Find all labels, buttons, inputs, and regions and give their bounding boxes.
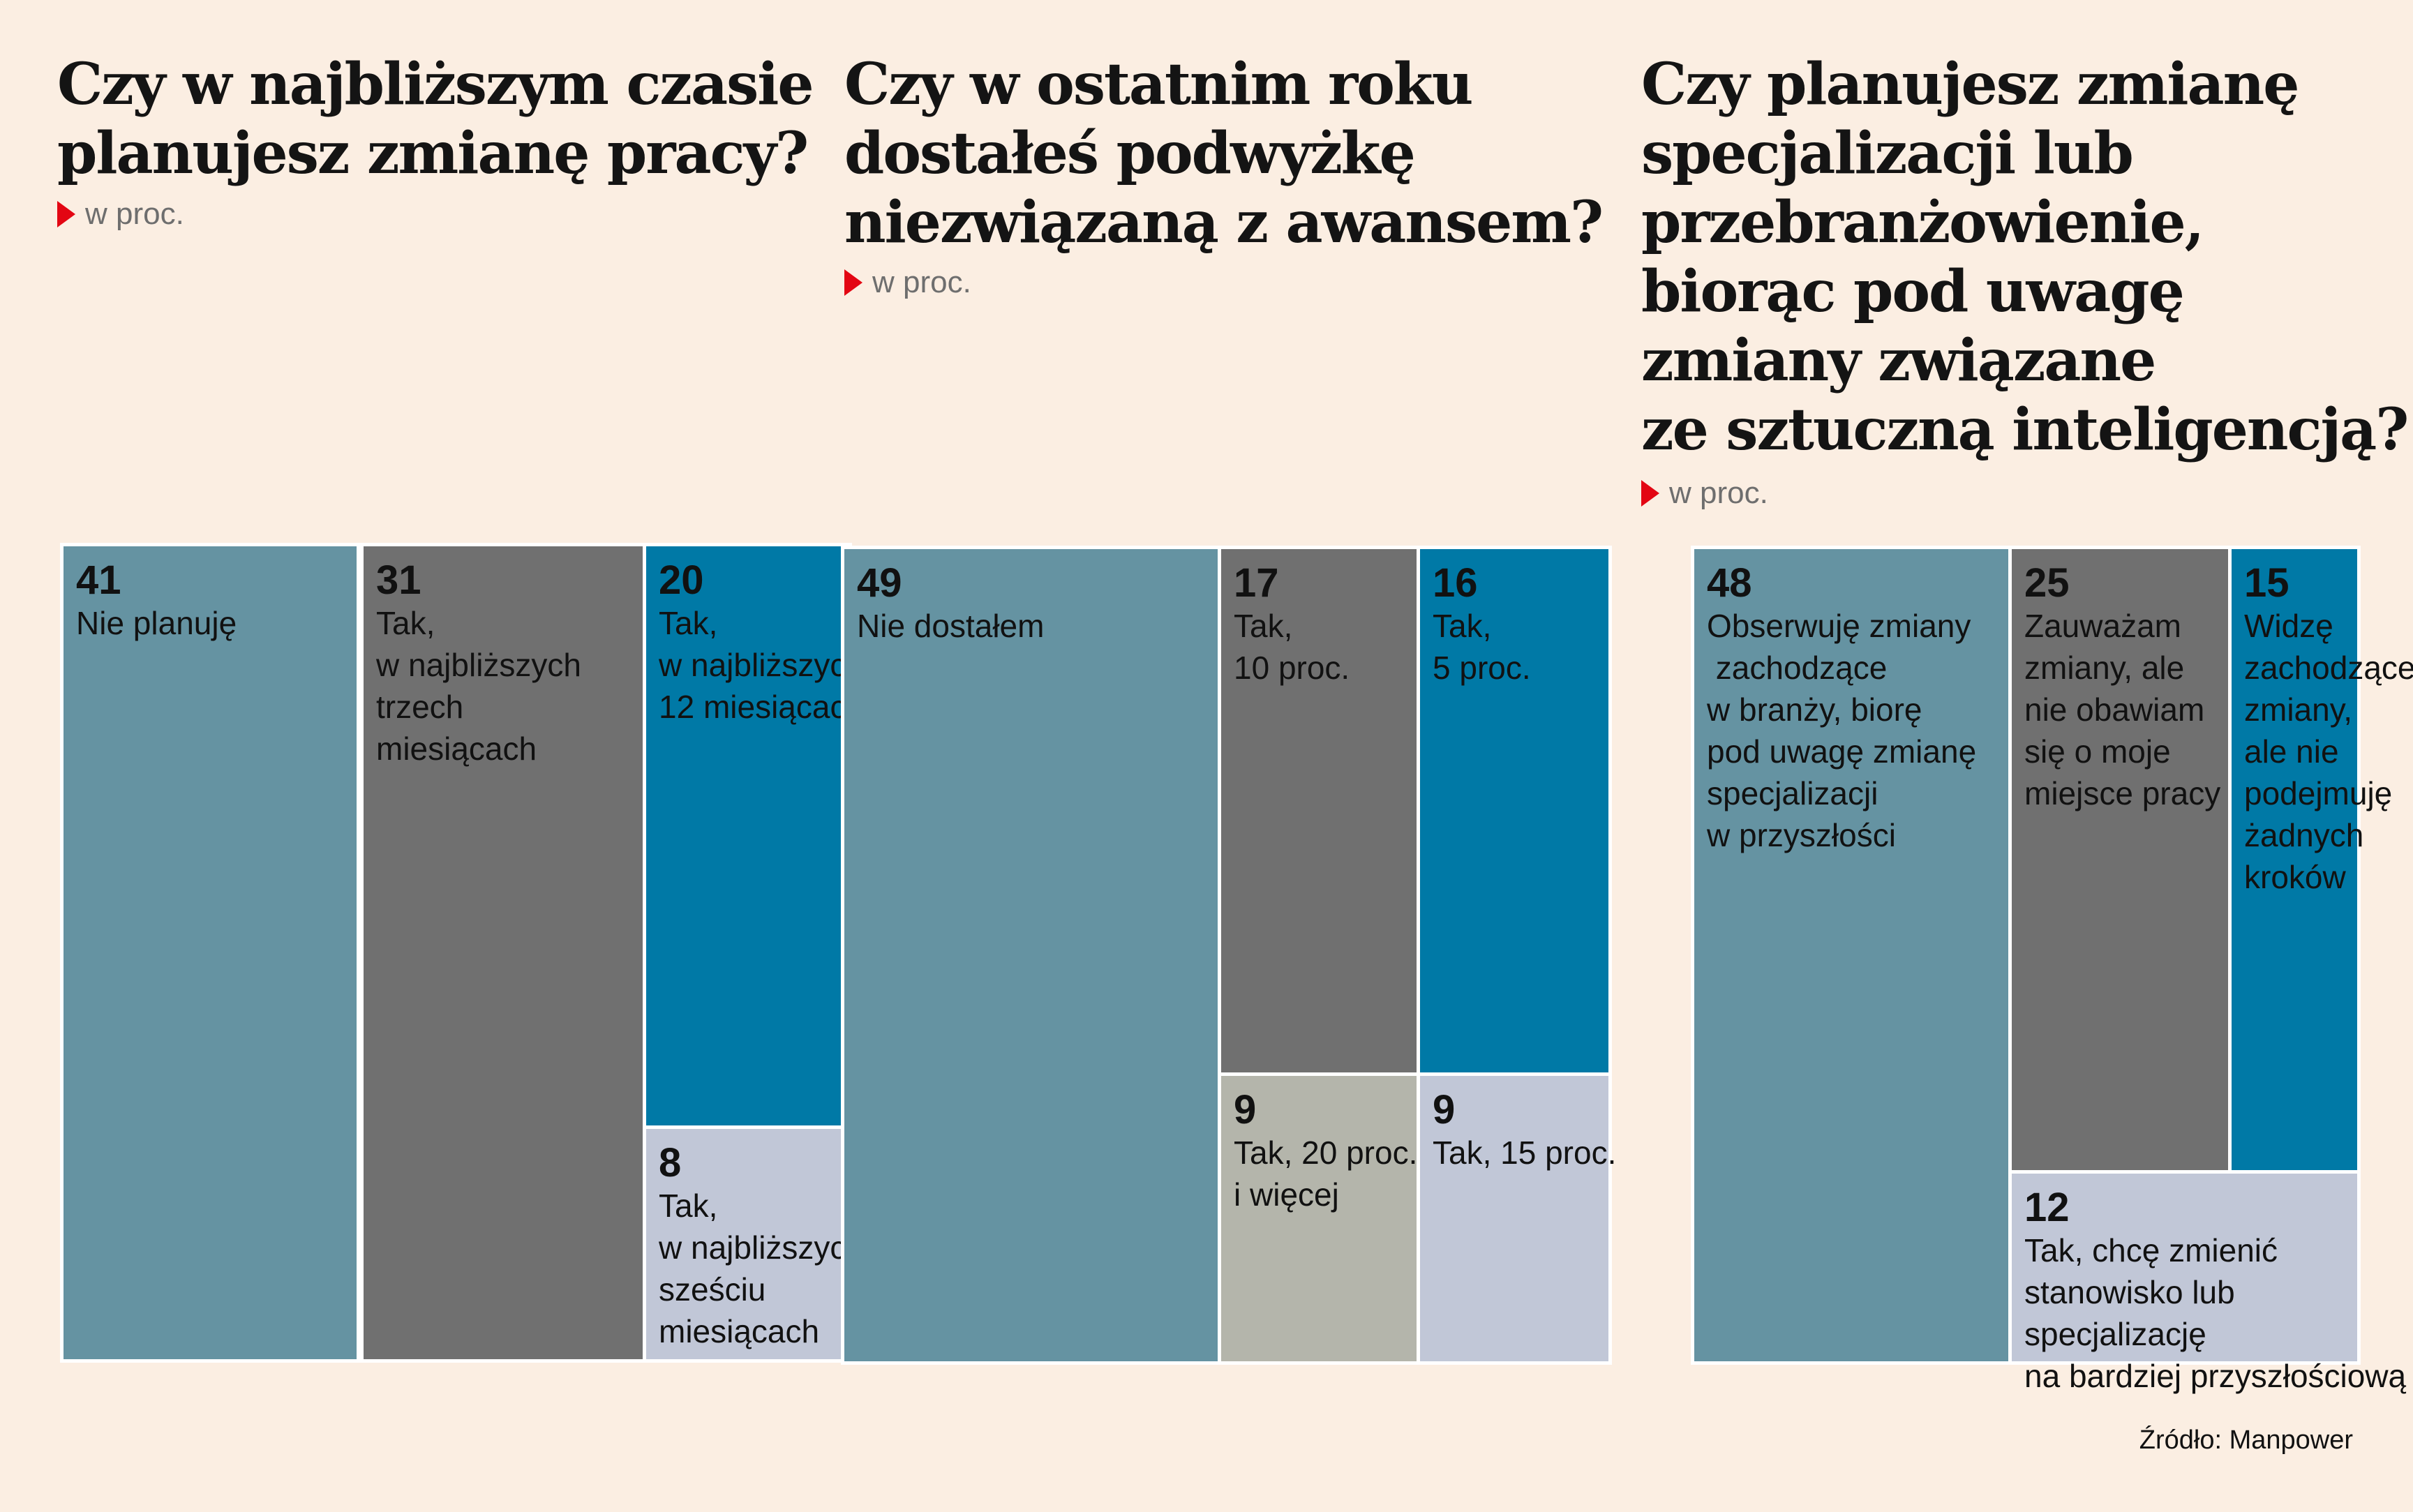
treemap-tile: 20 Tak, w najbliższych 12 miesiącach: [643, 543, 864, 1129]
tile-label: Tak, w najbliższych sześciu miesiącach: [659, 1188, 864, 1349]
treemap-tile: 41 Nie planuję: [60, 543, 360, 1363]
chart-1-unit-label: w proc.: [85, 197, 184, 231]
tile-value: 8: [659, 1140, 682, 1185]
tile-label: Zauważam zmiany, ale nie obawiam się o m…: [2024, 608, 2221, 811]
source-note: Źródło: Manpower: [2139, 1425, 2353, 1455]
treemap-tile: 16 Tak, 5 proc.: [1417, 546, 1612, 1076]
tile-value: 12: [2024, 1185, 2070, 1230]
tile-label: Tak, 15 proc.: [1433, 1135, 1617, 1171]
tile-value: 15: [2244, 560, 2289, 606]
chart-3-unit-label: w proc.: [1669, 476, 1768, 510]
tile-label: Obserwuję zmiany zachodzące w branży, bi…: [1707, 608, 1977, 853]
tile-value: 25: [2024, 560, 2070, 606]
tile-value: 20: [659, 557, 704, 603]
tile-label: Tak, 5 proc.: [1433, 608, 1531, 686]
triangle-marker-icon: [844, 269, 862, 296]
tile-value: 9: [1234, 1087, 1257, 1132]
tile-label: Tak, w najbliższych trzech miesiącach: [376, 605, 581, 767]
tile-label: Tak, 20 proc. i więcej: [1234, 1135, 1418, 1213]
chart-3-unit: w proc.: [1641, 476, 1768, 511]
treemap-tile: 49 Nie dostałem: [841, 546, 1221, 1365]
treemap-tile: 12 Tak, chcę zmienić stanowisko lub specj…: [2008, 1170, 2406, 1394]
treemap-tile: 17 Tak, 10 proc.: [1218, 546, 1420, 1076]
tile-label: Tak, w najbliższych 12 miesiącach: [659, 605, 865, 725]
tile-label: Nie dostałem: [857, 608, 1045, 644]
tile-label: Tak, 10 proc.: [1234, 608, 1350, 686]
treemap-tile: 8 Tak, w najbliższych sześciu miesiącach: [643, 1125, 864, 1363]
chart-2-unit: w proc.: [844, 265, 971, 300]
tile-value: 48: [1707, 560, 1752, 606]
treemap-tile: 25 Zauważam zmiany, ale nie obawiam się o…: [2008, 546, 2232, 1174]
chart-1-title: Czy w najbliższym czasie planujesz zmian…: [57, 51, 814, 187]
treemap-tile: 9 Tak, 15 proc.: [1417, 1072, 1616, 1365]
treemap-tile: 31 Tak, w najbliższych trzech miesiącach: [360, 543, 646, 1363]
treemap-tile: 15 Widzę zachodzące zmiany, ale nie podej…: [2228, 546, 2413, 1174]
tile-value: 17: [1234, 560, 1279, 606]
treemap-tile: 48 Obserwuję zmiany zachodzące w branży, …: [1691, 546, 2012, 1365]
chart-1-unit: w proc.: [57, 197, 184, 232]
tile-value: 49: [857, 560, 902, 606]
chart-3-title: Czy planujesz zmianę specjalizacji lub p…: [1641, 51, 2409, 463]
tile-label: Tak, chcę zmienić stanowisko lub specjal…: [2024, 1232, 2407, 1394]
tile-value: 16: [1433, 560, 1478, 606]
chart-2-title: Czy w ostatnim roku dostałeś podwyżkę ni…: [844, 51, 1604, 256]
treemap-tile: 9 Tak, 20 proc. i więcej: [1218, 1072, 1420, 1365]
triangle-marker-icon: [57, 201, 75, 227]
tile-label: Nie planuję: [76, 605, 237, 641]
tile-value: 31: [376, 557, 421, 603]
chart-2-unit-label: w proc.: [872, 265, 971, 299]
triangle-marker-icon: [1641, 480, 1659, 507]
tile-label: Widzę zachodzące zmiany, ale nie podejmu…: [2244, 608, 2413, 895]
tile-value: 41: [76, 557, 121, 603]
tile-value: 9: [1433, 1087, 1456, 1132]
